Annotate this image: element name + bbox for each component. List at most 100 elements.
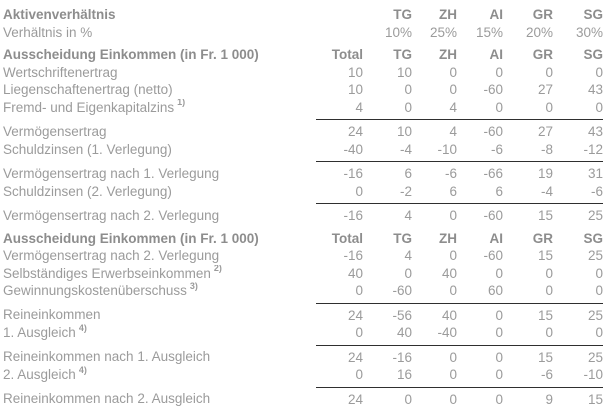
cell-value: 24 [347, 349, 363, 365]
cell-value: 40 [441, 265, 457, 281]
cell-value: 24 [347, 124, 363, 139]
cell-value: -6 [457, 140, 503, 162]
cell-value: 0 [595, 265, 603, 281]
column-header: ZH [439, 7, 457, 22]
column-header: AI [489, 47, 504, 62]
row-label-text: Gewinnungskostenüberschuss [3, 283, 187, 298]
table-row: Wertschriftenertrag 10 10 0 0 0 0 [3, 64, 603, 82]
cell-value: 0 [449, 208, 457, 223]
cell-value: 4 [412, 98, 457, 120]
cell-value: 0 [595, 64, 603, 80]
cell-value: 30% [575, 24, 603, 40]
table-row: Schuldzinsen (2. Verlegung) 0 -2 6 6 -4 -6 [3, 182, 603, 204]
cell-value: -6 [444, 166, 457, 181]
row-label: Reineinkommen nach 2. Ausgleich [3, 387, 316, 408]
cell-value: 0 [553, 282, 603, 304]
row-label: Vermögensertrag nach 2. Verlegung [3, 204, 316, 225]
cell-value: 24 [347, 391, 363, 407]
cell-value: 25 [587, 248, 603, 263]
column-header: GR [532, 7, 553, 22]
cell-value: 0 [449, 248, 457, 263]
footnote-marker: 4) [78, 366, 87, 375]
cell-value: 16 [363, 366, 412, 388]
cell-value: 0 [457, 366, 503, 388]
column-header: SG [583, 7, 603, 22]
cell-value: 15 [537, 248, 553, 263]
cell-value: 43 [587, 124, 603, 139]
cell-value: 0 [503, 282, 553, 304]
table-row: 2. Ausgleich 4) 0 16 0 0 -6 -10 [3, 366, 603, 388]
cell-value: 15 [587, 391, 603, 407]
cell-value: 31 [587, 166, 603, 181]
row-label-text: Verhältnis in % [3, 24, 93, 40]
cell-value: -2 [363, 182, 412, 204]
cell-value: -66 [483, 166, 503, 181]
column-header [316, 1, 363, 24]
cell-value: 0 [495, 349, 503, 365]
row-label: Liegenschaftenertrag (netto) [3, 81, 316, 99]
row-label: Vermögensertrag [3, 120, 316, 141]
cell-value: 4 [404, 248, 412, 263]
row-label: Vermögensertrag nach 2. Verlegung [3, 247, 316, 265]
footnote-marker: 1) [177, 98, 186, 107]
table-row: Vermögensertrag nach 2. Verlegung -16 4 0 -6… [3, 247, 603, 265]
cell-value: 10 [347, 64, 363, 80]
section-title: Ausscheidung Einkommen (in Fr. 1 000) [3, 225, 316, 248]
cell-value: 0 [316, 366, 363, 388]
row-label: Gewinnungskostenüberschuss 3) [3, 282, 316, 303]
cell-value: 24 [347, 307, 363, 323]
cell-value: -60 [483, 208, 503, 223]
table-row: Verhältnis in % 10% 25% 15% 20% 30% [3, 24, 603, 42]
column-header: Total [331, 47, 363, 62]
cell-value: 60 [457, 282, 503, 304]
cell-value: 0 [503, 324, 553, 346]
cell-value: 25 [587, 349, 603, 365]
cell-value: 19 [537, 166, 553, 181]
column-header: Total [331, 230, 363, 246]
row-label-text: Reineinkommen nach 2. Ausgleich [3, 391, 211, 406]
cell-value: 25% [429, 24, 457, 40]
cell-value: -16 [343, 248, 363, 263]
table-row: Liegenschaftenertrag (netto) 10 0 0 -60 27 43 [3, 81, 603, 99]
row-label: Reineinkommen [3, 303, 316, 324]
row-label-text: Wertschriftenertrag [3, 64, 118, 80]
cell-value: -60 [363, 282, 412, 304]
cell-value: 40 [363, 324, 412, 346]
cell-value: -60 [483, 82, 503, 97]
cell-value: -56 [392, 307, 412, 323]
table-row: Vermögensertrag 24 10 4 -60 27 43 [3, 120, 603, 141]
column-header: SG [583, 47, 603, 62]
column-header: TG [393, 230, 412, 246]
cell-value: 0 [449, 391, 457, 407]
section-header-row: Ausscheidung Einkommen (in Fr. 1 000) Tot… [3, 225, 603, 248]
cell-value [316, 24, 363, 42]
row-label: Schuldzinsen (2. Verlegung) [3, 183, 316, 204]
cell-value: 0 [449, 82, 457, 97]
cell-value: 25 [587, 307, 603, 323]
cell-value: 10 [396, 124, 412, 139]
cell-value: 0 [457, 324, 503, 346]
cell-value: -10 [412, 140, 457, 162]
cell-value: -4 [503, 182, 553, 204]
cell-value: 0 [404, 391, 412, 407]
cell-value: 0 [412, 282, 457, 304]
cell-value: 9 [545, 391, 553, 407]
row-label-text: Schuldzinsen (2. Verlegung) [3, 183, 172, 199]
cell-value: 0 [457, 98, 503, 120]
row-label-text: Fremd- und Eigenkapitalzins [3, 99, 175, 115]
cell-value: 0 [363, 98, 412, 120]
cell-value: 0 [449, 349, 457, 365]
table-row: 1. Ausgleich 4) 0 40 -40 0 0 0 [3, 324, 603, 346]
cell-value: 15 [537, 349, 553, 365]
cell-value: 0 [553, 98, 603, 120]
row-label: Wertschriftenertrag [3, 64, 316, 82]
column-header: AI [489, 7, 504, 22]
cell-value: 0 [404, 82, 412, 97]
row-label-text: Vermögensertrag nach 1. Verlegung [3, 165, 220, 181]
table-row: Schuldzinsen (1. Verlegung) -40 -4 -10 -6 -8-… [3, 140, 603, 162]
row-label: Verhältnis in % [3, 24, 316, 42]
income-allocation-table: Aktivenverhältnis TG ZH AI GR SG Verhältnis in… [3, 1, 603, 408]
cell-value: 0 [495, 307, 503, 323]
cell-value: 4 [449, 124, 457, 139]
cell-value: 6 [404, 166, 412, 181]
